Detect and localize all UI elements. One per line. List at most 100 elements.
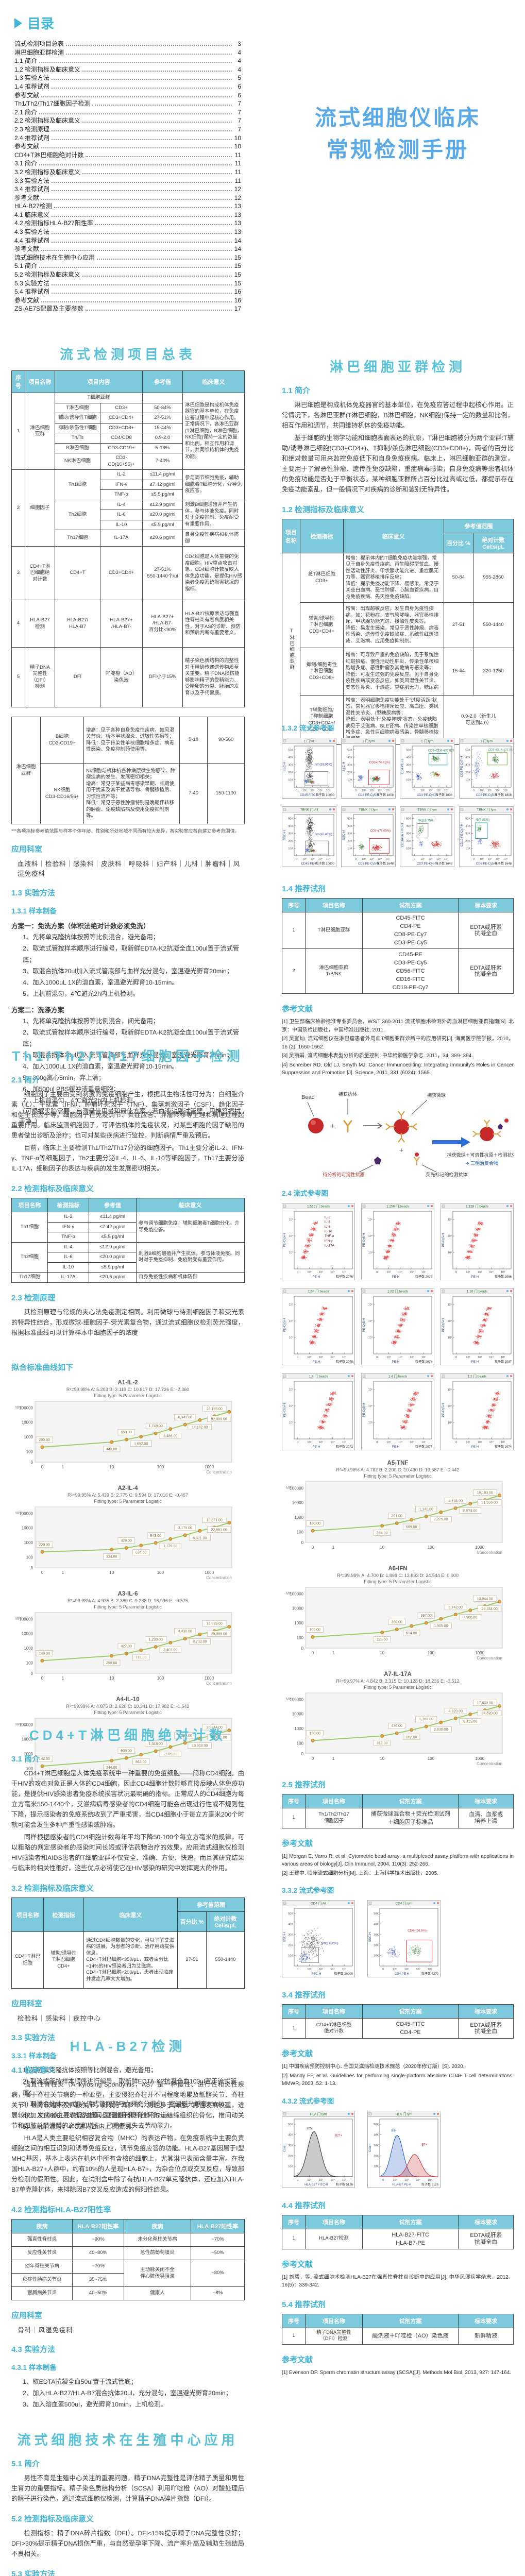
hla-title: HLA-B27检测	[70, 2039, 186, 2054]
summary-table: 序号 项目名称 项目内容 参考值 临床意义 1 淋巴细胞 亚群 T细胞亚群 淋巴细胞是构成机体…	[11, 370, 245, 707]
toc-leader	[39, 62, 232, 63]
toc-entry-label: 5.4 推荐试剂	[14, 288, 50, 296]
svg-text:lym(16.48%): lym(16.48%)	[315, 833, 332, 836]
svg-text:1: 1	[62, 1782, 64, 1786]
toc-entry-label: 参考文献	[14, 296, 40, 304]
svg-text:CD4 PE-H: CD4 PE-H	[401, 759, 404, 774]
refs-heading-3: 参考文献	[282, 2049, 313, 2058]
svg-text:1: 1	[62, 1676, 64, 1681]
svg-text:1000: 1000	[205, 1676, 214, 1681]
svg-text:10²: 10²	[302, 858, 307, 861]
heading-4-1: 4.1 临床意义	[11, 2066, 56, 2075]
svg-text:40K: 40K	[407, 756, 412, 759]
toc-entry-label: 2.3 检测原理	[14, 125, 50, 133]
svg-text:30K: 30K	[347, 764, 352, 767]
svg-text:10³: 10³	[310, 789, 314, 792]
svg-text:NK(16.75%): NK(16.75%)	[418, 820, 435, 823]
svg-text:50K: 50K	[407, 817, 412, 820]
bead-plot: 1:16 门:beads 10⁵ 10⁴ 10³ 0 10² 10³ 10⁴ 10⁵ PE-H 粒子…	[441, 1287, 514, 1368]
svg-text:10⁵: 10⁵	[385, 857, 389, 861]
svg-text:10⁴: 10⁴	[496, 789, 500, 792]
svg-text:MFI: MFI	[15, 1723, 22, 1726]
bead-plot: 1:64 门:beads 10⁵ 10⁴ 10³ 0 10² 10³ 10⁴ 10⁵ PE-H 粒子…	[282, 1287, 355, 1368]
toc-entry-label: 3.2 检测指标及临床意义	[14, 168, 81, 176]
svg-text:3,486.00: 3,486.00	[163, 1434, 177, 1438]
cover-title-line2: 常规检测手册	[326, 138, 469, 162]
svg-text:40K: 40K	[288, 825, 293, 828]
flow-plot: TBNK 门:lym 50K 40K 30K 20K 10K 0 10² 10³ 10⁴ 10⁵ CD…	[400, 806, 455, 870]
para-1-1a: 淋巴细胞是构成机体免疫器官的基本单位，在免疫应答过程中起核心作用。正常情况下，各…	[282, 401, 514, 429]
svg-text:粒子数 1648: 粒子数 1648	[435, 861, 453, 866]
svg-text:1000: 1000	[24, 1646, 33, 1651]
toc-entry: 4.1 临床意义 13	[14, 211, 241, 219]
cd4-indicator-table: 项目名称 检测指标 临床意义 参考值范围 百分比 % 绝对计数 Cells/μL CD4…	[11, 1897, 245, 1989]
toc-entry-page: 7	[238, 117, 241, 125]
toc-entry: 5.1 简介 15	[14, 262, 241, 270]
bead-plot: 1:2 门:beads 10⁵ 10⁴ 10³ 0 10² 10³ 10⁴ 10⁵ PE-H 粒子数…	[441, 1372, 514, 1453]
svg-text:TBNK 门:lym: TBNK 门:lym	[418, 807, 437, 812]
svg-text:Concentration: Concentration	[206, 1575, 232, 1580]
heading-2-2: 2.2 检测指标及临床意义	[11, 1184, 94, 1193]
toc-leader	[52, 215, 232, 217]
svg-text:CD3 PE-Cy5-H: CD3 PE-Cy5-H	[358, 862, 379, 866]
svg-text:10K: 10K	[407, 778, 412, 782]
step-line: 3、加入溶血素500ul，避光孵育10min，上机检测。	[23, 2401, 167, 2408]
toc-entry-page: 10	[234, 134, 241, 142]
standard-curve-A2: A2-IL-4 R²=99.95% A: 5.439 B: 2.775 C: 9.…	[15, 1485, 232, 1580]
toc-entry-page: 11	[234, 168, 241, 176]
svg-text:0: 0	[296, 789, 297, 792]
toc-leader	[41, 96, 232, 97]
svg-text:Concentration: Concentration	[206, 1470, 232, 1475]
refs-list-1: [1] 卫生部临床检验标准专业委员会，WS/T 360-2011 流式细胞术检测…	[282, 1018, 514, 1077]
repro-title: 流式细胞技术在生殖中心应用	[17, 2432, 239, 2448]
para-5-1: 男性不育是生殖中心关注的重要问题，精子DNA完整性是评估精子质量和男性生育力的重…	[11, 2475, 244, 2502]
svg-text:10⁵: 10⁵	[326, 857, 330, 861]
step-line: 3、取混合抗体20ul加入流式管底部与血样充分混匀，室温避光孵育20min；	[23, 968, 233, 975]
toc-leader	[52, 181, 232, 183]
toc-leader	[52, 284, 232, 285]
cd4-section: CD4+T淋巴细胞绝对计数 3.1 简介 CD4+T淋巴细胞是人体免疫系统中一种…	[11, 1725, 245, 2132]
toc-leader	[82, 276, 232, 277]
toc-entry-label: CD4+T淋巴细胞绝对计数	[14, 151, 84, 159]
svg-text:0: 0	[41, 1676, 44, 1681]
toc-entry-label: 参考文献	[14, 143, 40, 150]
svg-text:Concentration: Concentration	[206, 1787, 232, 1791]
svg-text:50K: 50K	[407, 749, 412, 752]
heading-1-2: 1.2 检测指标及临床意义	[282, 505, 365, 514]
svg-text:50K: 50K	[288, 817, 293, 820]
svg-text:粒子数 1808: 粒子数 1808	[435, 793, 453, 797]
toc-leader	[52, 241, 232, 243]
step-line: 4、加入1000uL 1X的溶血素，室温避光孵育10-15min。	[23, 1063, 178, 1070]
svg-text:10³: 10³	[429, 858, 433, 861]
toc-entry-page: 7	[238, 100, 241, 108]
flow-plot: 1 门:lym 50K 40K 30K 20K 10K 0 10² 10³ 10⁴ 10⁵ CD3 P…	[400, 738, 456, 801]
svg-text:509.00: 509.00	[121, 1749, 132, 1753]
svg-text:SSC-H: SSC-H	[343, 831, 346, 840]
svg-text:MFI: MFI	[15, 1406, 22, 1410]
toc-leader	[39, 113, 232, 114]
svg-text:50K: 50K	[465, 749, 470, 752]
cd4-steps: 1) 先将单克隆抗体按照等比例混合，避光备用； 2) 取流式管按样本顺序进行编号，…	[11, 2064, 244, 2132]
reference-item: [1] Evenson DP. Sperm chromatin structur…	[282, 2369, 512, 2376]
repro-section: 流式细胞技术在生殖中心应用 5.1 简介 男性不育是生殖中心关注的重要问题，精子…	[11, 2430, 244, 2576]
svg-text:20K: 20K	[347, 771, 352, 774]
svg-text:MFI: MFI	[15, 1617, 22, 1621]
svg-text:10²: 10²	[480, 789, 484, 792]
svg-text:20,244.00: 20,244.00	[207, 1725, 223, 1729]
standard-curve-A4: A4-IL-10 R²=99.99% A: 4.875 B: 2.620 C: 1…	[15, 1696, 232, 1791]
toc-leader	[52, 190, 232, 192]
svg-text:TBNK 门:lym: TBNK 门:lym	[359, 807, 378, 812]
svg-text:1,052.00: 1,052.00	[134, 1442, 148, 1446]
svg-text:10³: 10³	[369, 789, 374, 792]
svg-text:29,089.00: 29,089.00	[211, 1632, 227, 1636]
toc-entry: 3.4 推荐试剂 12	[14, 185, 241, 194]
toc-entry: 参考文献 12	[14, 194, 241, 202]
reagent-table-1: 序号 项目名称 试剂方案 标本要求 1 T淋巴细胞亚群 CD45-FITC CD4-PE …	[281, 898, 514, 994]
svg-text:10K: 10K	[288, 847, 293, 850]
svg-text:10⁴: 10⁴	[318, 789, 323, 792]
svg-text:429.00: 429.00	[121, 1539, 132, 1543]
svg-text:100: 100	[26, 1766, 33, 1771]
hla-steps: 1、取EDTA抗凝全血50ul置于流式管底； 2、加入HLA-B27/HLA-B7…	[11, 2376, 244, 2410]
toc-section: 目录 流式检测项目总表 3 淋巴细胞亚群检测 4 1.1 简介 4 1.2 检测…	[11, 13, 244, 313]
